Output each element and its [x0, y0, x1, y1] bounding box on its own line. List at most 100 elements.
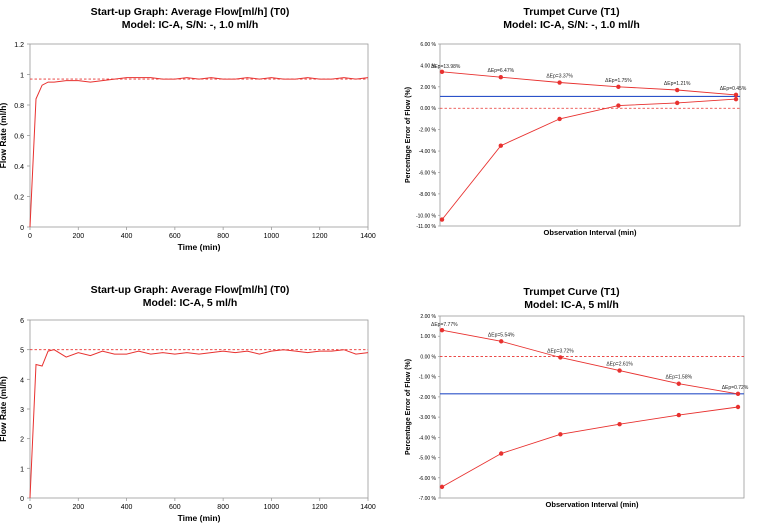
delta-ep-annotation: ΔEp=6.47% — [488, 68, 515, 74]
startup-graph-bottom-title: Start-up Graph: Average Flow[ml/h] (T0) … — [0, 284, 380, 310]
min-error-point — [557, 116, 562, 122]
max-error-point — [617, 368, 622, 373]
trumpet-curve-top: Trumpet Curve (T1) Model: IC-A, S/N: -, … — [380, 0, 763, 264]
y-tick-label: 0.8 — [14, 103, 24, 110]
min-error-point — [439, 484, 445, 490]
title-line-2: Model: IC-A, S/N: -, 1.0 ml/h — [121, 19, 259, 31]
y-tick-label: -11.00 % — [416, 224, 436, 230]
delta-ep-annotation: ΔEp=3.37% — [546, 74, 573, 80]
y-tick-label: -2.00 % — [419, 395, 437, 401]
x-tick-label: 1000 — [264, 504, 280, 511]
title-line-1: Start-up Graph: Average Flow[ml/h] (T0) — [90, 284, 290, 296]
x-tick-label: 1400 — [360, 233, 376, 240]
y-tick-label: 1 — [20, 466, 24, 473]
min-error-point — [675, 100, 680, 106]
max-error-point — [616, 84, 621, 90]
x-tick-label: 400 — [121, 233, 133, 240]
y-tick-label: 0.2 — [14, 195, 24, 202]
min-error-line — [441, 98, 737, 220]
plot-area — [29, 43, 369, 228]
x-axis-label: Observation Interval (min) — [546, 500, 639, 509]
x-axis-label: Observation Interval (min) — [544, 228, 637, 237]
y-tick-label: 6.00 % — [420, 42, 436, 48]
startup-graph-bottom: Start-up Graph: Average Flow[ml/h] (T0) … — [0, 264, 380, 528]
max-error-point — [676, 381, 681, 386]
x-axis-label: Time (min) — [178, 513, 221, 523]
title-line-2: Model: IC-A, 5 ml/h — [142, 297, 238, 309]
max-error-point — [733, 92, 739, 98]
title-line-2: Model: IC-A, 5 ml/h — [524, 299, 619, 311]
x-tick-label: 1200 — [312, 504, 328, 511]
y-tick-label: 0 — [20, 496, 24, 503]
min-error-point — [439, 217, 445, 222]
x-tick-label: 800 — [217, 233, 229, 240]
min-error-point — [558, 432, 563, 437]
y-tick-label: 4 — [20, 377, 24, 384]
plot-area — [29, 319, 369, 499]
startup-graph-bottom-plot: 0 1 2 3 4 5 6 0 200 400 600 800 1000 1200 1400 Time (mi… — [0, 318, 376, 523]
min-error-point — [498, 143, 503, 148]
y-tick-label: 2.00 % — [420, 85, 436, 91]
max-error-point — [439, 69, 445, 75]
delta-ep-annotation: ΔEp=7.77% — [431, 322, 458, 328]
flow-line — [29, 349, 369, 499]
y-tick-label: 0.00 % — [420, 354, 436, 360]
flow-line — [29, 77, 369, 228]
x-tick-label: 1000 — [264, 233, 280, 240]
plot-area — [439, 43, 741, 227]
y-tick-label: 4.00 % — [420, 63, 436, 69]
y-tick-label: -10.00 % — [416, 213, 437, 219]
y-tick-label: -4.00 % — [419, 149, 437, 155]
plot-area — [439, 315, 745, 499]
y-tick-label: -2.00 % — [419, 128, 437, 134]
max-error-line — [441, 329, 739, 395]
x-tick-label: 1400 — [360, 504, 376, 511]
delta-ep-annotation: ΔEp=1.21% — [664, 81, 691, 87]
max-error-point — [498, 74, 503, 80]
x-tick-label: 1200 — [312, 233, 328, 240]
y-tick-label: 1.2 — [14, 42, 24, 49]
startup-graph-top-title: Start-up Graph: Average Flow[ml/h] (T0) … — [0, 6, 380, 32]
x-tick-label: 200 — [72, 233, 84, 240]
y-tick-label: -4.00 % — [419, 435, 437, 441]
startup-graph-top: Start-up Graph: Average Flow[ml/h] (T0) … — [0, 0, 380, 264]
y-tick-label: -5.00 % — [419, 456, 437, 462]
title-line-2: Model: IC-A, S/N: -, 1.0 ml/h — [503, 19, 640, 31]
x-tick-label: 200 — [72, 504, 84, 511]
y-tick-label: 2 — [20, 437, 24, 444]
x-axis-label: Time (min) — [178, 242, 221, 252]
max-error-point — [557, 80, 562, 85]
x-tick-label: 0 — [28, 504, 32, 511]
y-tick-label: 3 — [20, 407, 24, 414]
y-tick-label: -7.00 % — [419, 496, 437, 502]
title-line-1: Start-up Graph: Average Flow[ml/h] (T0) — [90, 6, 290, 18]
trumpet-curve-bottom-plot: 2.00 % 1.00 % 0.00 % -1.00 % -2.00 % -3.00 % -… — [405, 314, 749, 509]
min-error-point — [676, 412, 681, 418]
y-tick-label: 0.4 — [14, 164, 24, 171]
min-error-point — [735, 404, 741, 410]
delta-ep-annotation: ΔEp=2.61% — [606, 362, 633, 368]
trumpet-curve-bottom-title: Trumpet Curve (T1) Model: IC-A, 5 ml/h — [380, 286, 763, 312]
max-error-point — [675, 87, 680, 93]
y-tick-label: 0.6 — [14, 134, 24, 141]
x-tick-label: 600 — [169, 233, 181, 240]
max-error-line — [441, 71, 737, 96]
x-tick-label: 800 — [217, 504, 229, 511]
y-tick-label: -3.00 % — [419, 415, 437, 421]
x-tick-label: 400 — [121, 504, 133, 511]
max-error-point — [735, 391, 741, 397]
min-error-point — [617, 421, 622, 427]
max-error-point — [439, 327, 445, 333]
delta-ep-annotation: ΔEp=1.58% — [666, 375, 693, 381]
title-line-1: Trumpet Curve (T1) — [523, 286, 620, 298]
y-tick-label: 0.00 % — [420, 106, 436, 112]
delta-ep-annotation: ΔEp=0.45% — [720, 86, 747, 92]
delta-ep-annotation: ΔEp=3.72% — [547, 348, 574, 354]
x-tick-label: 600 — [169, 504, 181, 511]
max-error-point — [558, 355, 563, 360]
y-tick-label: 2.00 % — [420, 314, 436, 320]
max-error-point — [499, 339, 504, 344]
y-axis-label: Percentage Error of Flow (%) — [405, 359, 412, 455]
min-error-point — [616, 103, 621, 108]
delta-ep-annotation: ΔEp=5.54% — [488, 332, 515, 338]
